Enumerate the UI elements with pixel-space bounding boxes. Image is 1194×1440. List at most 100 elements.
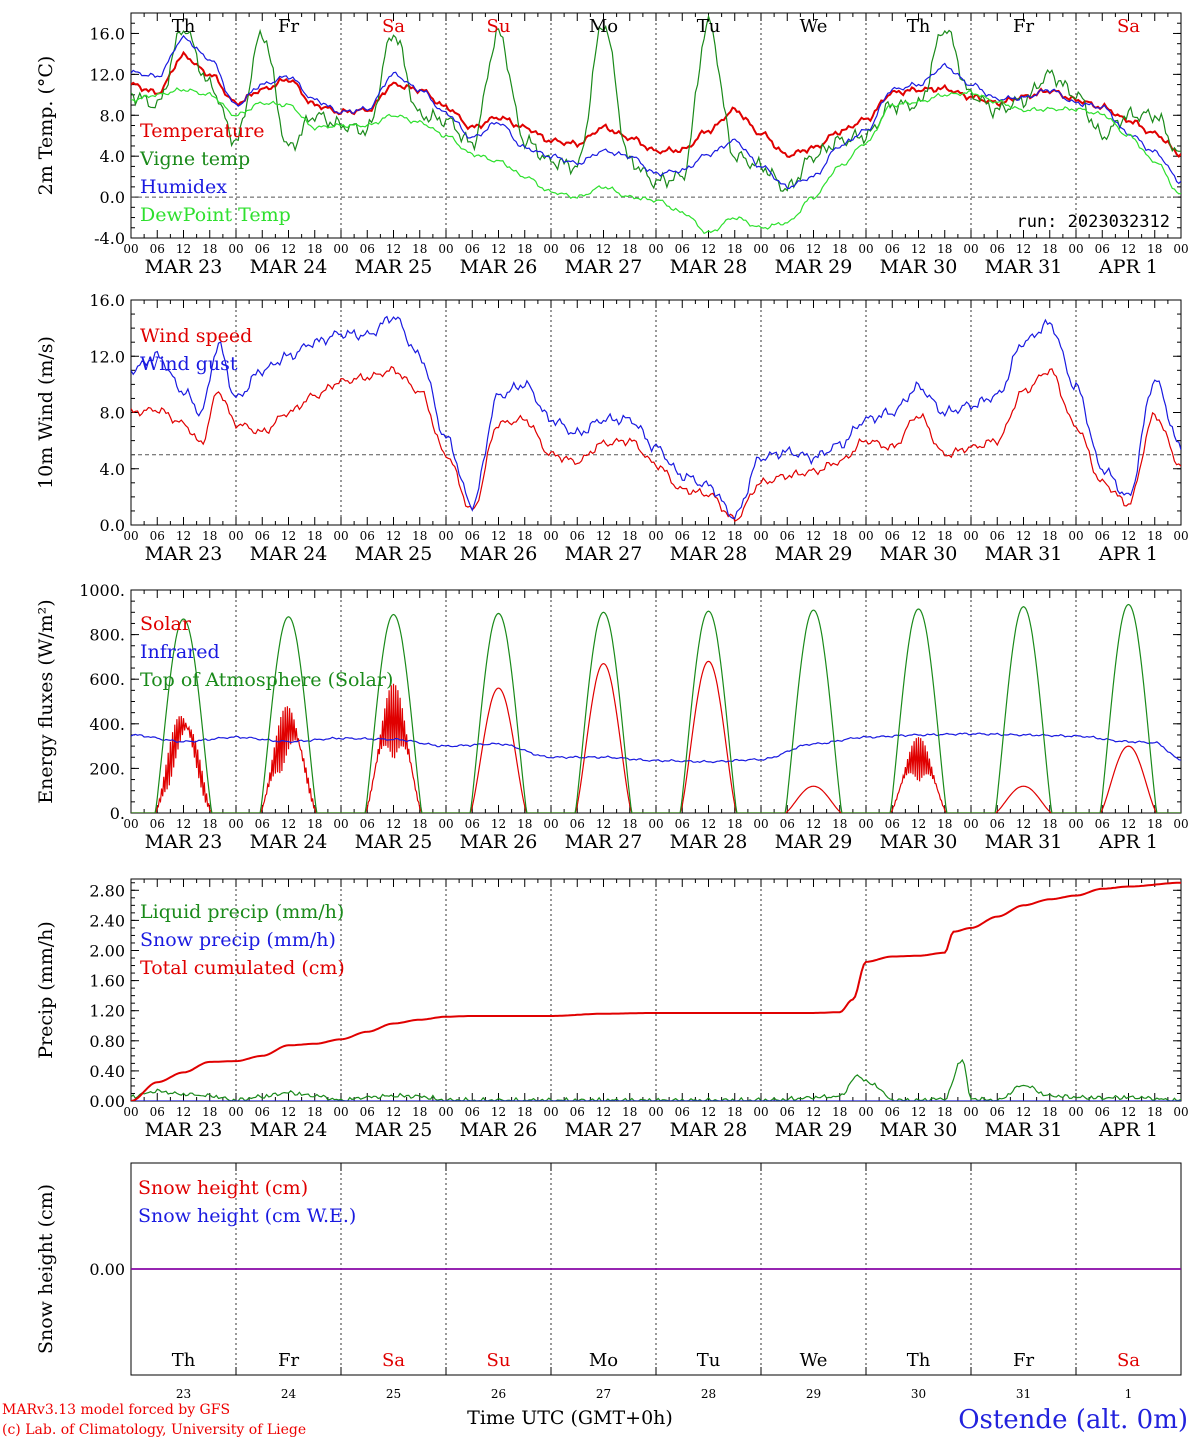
hour-label: 06 [885,1105,900,1119]
hour-label: 06 [780,817,795,831]
hour-label: 00 [333,242,348,256]
series-line-vigne-temp [131,13,1181,192]
hour-label: 18 [517,529,532,543]
y-tick-label: 2.40 [89,911,125,930]
weekday-label-bottom: Su [487,1350,511,1371]
legend-entry: Top of Atmosphere (Solar) [140,669,393,691]
hour-label: 18 [937,529,952,543]
hour-label: 06 [255,817,270,831]
weekday-label-top: Sa [382,16,405,37]
hour-label: 00 [1068,817,1083,831]
y-tick-label: 8.0 [100,106,125,125]
plot-area [131,881,1181,1101]
hour-label: 00 [858,1105,873,1119]
hour-label: 06 [885,242,900,256]
hour-label: 06 [465,817,480,831]
hour-label: 18 [622,817,637,831]
date-label: MAR 23 [145,1119,223,1141]
hour-label: 12 [911,1105,926,1119]
hour-label: 00 [963,529,978,543]
hour-label: 06 [150,817,165,831]
hour-label: 12 [911,242,926,256]
hour-label: 12 [1016,242,1031,256]
hour-label: 00 [123,1105,138,1119]
weekday-label-top: Fr [1013,16,1034,37]
legend-entry: Snow precip (mm/h) [140,929,336,951]
hour-label: 18 [832,817,847,831]
date-label: MAR 29 [775,831,853,853]
series-line-solar [131,660,1181,813]
date-label: MAR 31 [985,543,1063,565]
date-label: MAR 28 [670,256,748,278]
date-label: MAR 31 [985,256,1063,278]
hour-label: 06 [255,242,270,256]
date-label: MAR 30 [880,543,958,565]
hour-label: 06 [150,1105,165,1119]
hour-label: 18 [727,817,742,831]
hour-label: 06 [570,529,585,543]
y-tick-label: 16.0 [89,24,125,43]
hour-label: 00 [438,817,453,831]
weekday-label-bottom: Fr [278,1350,299,1371]
hour-label: 06 [885,817,900,831]
weekday-label-bottom: Mo [589,1350,618,1371]
series-line-temperature [131,50,1181,158]
station-name: Ostende (alt. 0m) [958,1405,1188,1435]
hour-label: 00 [333,1105,348,1119]
day-number: 29 [806,1387,821,1401]
hour-label: 18 [1147,242,1162,256]
date-label: MAR 28 [670,543,748,565]
date-label: MAR 25 [355,543,433,565]
hour-label: 00 [1068,529,1083,543]
hour-label: 12 [1016,529,1031,543]
hour-label: 00 [123,529,138,543]
hour-label: 12 [701,529,716,543]
hour-label: 12 [281,817,296,831]
hour-label: 18 [1147,529,1162,543]
hour-label: 12 [1016,1105,1031,1119]
hour-label: 18 [937,1105,952,1119]
y-tick-label: 8.0 [100,404,125,423]
y-tick-label: 2.80 [89,881,125,900]
weekday-label-top: Su [487,16,511,37]
hour-label: 06 [360,1105,375,1119]
hour-label: 12 [596,242,611,256]
y-tick-label: 12.0 [89,65,125,84]
hour-label: 18 [412,817,427,831]
hour-label: 12 [701,242,716,256]
hour-label: 06 [570,817,585,831]
hour-label: 00 [648,817,663,831]
date-label: MAR 23 [145,831,223,853]
y-tick-label: 0.0 [100,188,125,207]
hour-label: 12 [176,529,191,543]
hour-label: 12 [491,817,506,831]
y-tick-label: 2.00 [89,941,125,960]
y-axis-title: Precip (mm/h) [35,921,57,1059]
legend-entry: Humidex [140,176,227,198]
hour-label: 06 [465,242,480,256]
hour-label: 00 [1173,1105,1188,1119]
hour-label: 06 [255,1105,270,1119]
hour-label: 18 [937,817,952,831]
legend-entry: Liquid precip (mm/h) [140,901,344,923]
hour-label: 06 [1095,529,1110,543]
hour-label: 18 [1042,817,1057,831]
hour-label: 18 [832,1105,847,1119]
date-label: MAR 27 [565,1119,643,1141]
hour-label: 06 [150,242,165,256]
hour-label: 18 [517,242,532,256]
hour-label: 00 [648,1105,663,1119]
hour-label: 18 [1042,529,1057,543]
series-line-infrared [131,732,1181,764]
weekday-label-top: Mo [589,16,618,37]
hour-label: 06 [675,242,690,256]
hour-label: 00 [1068,1105,1083,1119]
hour-label: 12 [806,242,821,256]
weekday-label-top: Sa [1117,16,1140,37]
plot-area [131,603,1181,813]
hour-label: 12 [176,817,191,831]
legend-entry: Infrared [140,641,220,663]
y-axis-title: 10m Wind (m/s) [35,336,57,489]
hour-label: 12 [701,817,716,831]
hour-label: 12 [911,817,926,831]
